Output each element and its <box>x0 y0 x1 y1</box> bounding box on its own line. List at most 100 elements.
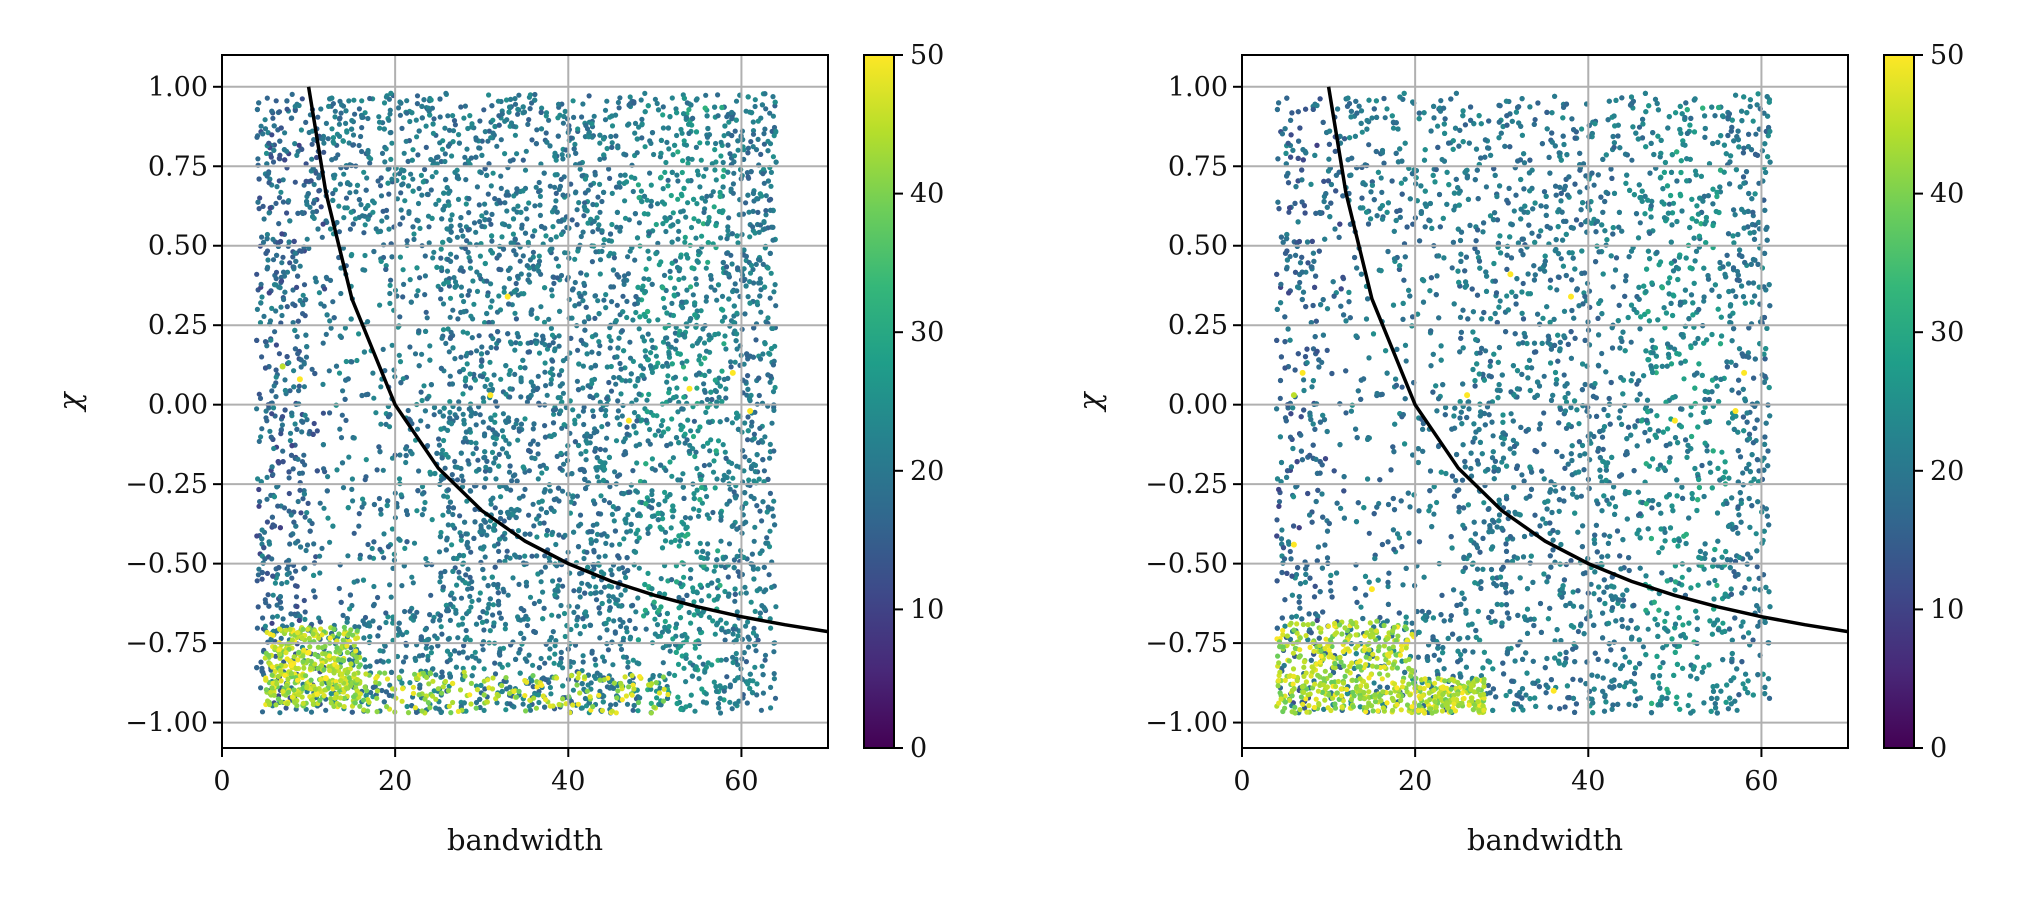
scatter-point <box>620 309 626 315</box>
scatter-point <box>259 709 266 715</box>
scatter-point <box>630 507 636 513</box>
scatter-point <box>476 202 482 208</box>
scatter-point <box>689 343 696 349</box>
scatter-point <box>479 213 485 219</box>
scatter-point <box>602 412 609 419</box>
scatter-point <box>732 359 738 365</box>
scatter-point <box>636 535 642 541</box>
scatter-point <box>295 456 301 462</box>
scatter-point <box>481 399 487 405</box>
scatter-point <box>656 607 662 613</box>
scatter-point <box>328 325 334 331</box>
scatter-point <box>721 167 727 173</box>
scatter-point <box>773 303 779 309</box>
scatter-point <box>492 455 498 461</box>
scatter-point <box>378 507 384 513</box>
scatter-point <box>696 357 702 363</box>
scatter-point <box>522 230 529 236</box>
scatter-point <box>544 139 550 145</box>
scatter-point <box>307 528 313 534</box>
scatter-point <box>649 130 656 136</box>
scatter-point <box>419 351 425 357</box>
scatter-point <box>370 684 376 691</box>
scatter-point <box>258 479 264 485</box>
scatter-point <box>708 389 714 395</box>
scatter-point <box>708 437 714 443</box>
scatter-point <box>691 491 697 497</box>
scatter-point <box>548 505 554 511</box>
scatter-point <box>557 465 563 471</box>
scatter-point <box>340 388 346 394</box>
scatter-point <box>349 251 355 258</box>
scatter-point <box>319 234 325 240</box>
scatter-point <box>424 443 431 449</box>
scatter-point <box>742 584 748 590</box>
scatter-point <box>362 657 368 663</box>
scatter-point <box>471 301 477 307</box>
scatter-point <box>662 538 669 544</box>
scatter-point <box>539 105 545 111</box>
scatter-point <box>694 549 700 555</box>
scatter-point <box>674 110 680 116</box>
scatter-point <box>456 650 462 656</box>
scatter-point <box>771 289 777 295</box>
scatter-point <box>254 271 260 277</box>
scatter-point <box>518 394 524 400</box>
scatter-point <box>615 473 621 479</box>
scatter-point <box>595 194 601 200</box>
scatter-point <box>688 620 694 626</box>
scatter-point <box>686 121 692 127</box>
scatter-point <box>644 409 650 415</box>
scatter-point <box>269 132 275 138</box>
scatter-point <box>661 272 668 278</box>
scatter-point <box>647 426 653 433</box>
scatter-point <box>543 677 549 683</box>
scatter-point <box>290 254 296 260</box>
scatter-point <box>530 684 536 690</box>
scatter-point <box>342 205 348 211</box>
scatter-point <box>741 650 747 656</box>
scatter-point <box>452 356 458 362</box>
scatter-point <box>419 484 426 490</box>
scatter-point <box>467 265 474 271</box>
scatter-point <box>627 636 633 642</box>
scatter-point <box>617 184 623 190</box>
scatter-point <box>694 487 700 493</box>
scatter-point <box>418 172 424 178</box>
scatter-point <box>259 234 265 240</box>
scatter-point <box>409 451 415 457</box>
scatter-point <box>721 133 727 139</box>
scatter-point <box>405 158 411 164</box>
scatter-point <box>549 332 556 338</box>
scatter-point <box>399 583 405 589</box>
scatter-point <box>314 428 320 434</box>
scatter-point <box>343 108 349 114</box>
scatter-point <box>725 169 731 175</box>
scatter-point <box>405 407 411 414</box>
scatter-point <box>461 298 467 305</box>
scatter-point <box>288 512 294 518</box>
scatter-point <box>696 654 703 660</box>
scatter-point <box>757 191 763 197</box>
scatter-point <box>496 610 503 616</box>
scatter-point <box>467 258 473 264</box>
scatter-point <box>623 625 630 631</box>
scatter-point <box>559 368 565 374</box>
scatter-point <box>701 173 707 179</box>
scatter-point <box>321 505 327 511</box>
scatter-point <box>289 91 295 97</box>
scatter-point <box>745 634 751 640</box>
scatter-point <box>622 587 628 593</box>
scatter-point <box>396 352 402 358</box>
scatter-point <box>480 609 486 615</box>
scatter-point <box>732 598 738 604</box>
scatter-point <box>256 503 262 509</box>
scatter-point <box>402 545 408 552</box>
scatter-point <box>760 171 766 177</box>
scatter-point <box>264 519 270 525</box>
scatter-point <box>635 595 641 601</box>
scatter-point <box>543 509 550 516</box>
scatter-point <box>371 539 377 545</box>
scatter-point <box>718 235 724 241</box>
scatter-point <box>728 359 734 365</box>
